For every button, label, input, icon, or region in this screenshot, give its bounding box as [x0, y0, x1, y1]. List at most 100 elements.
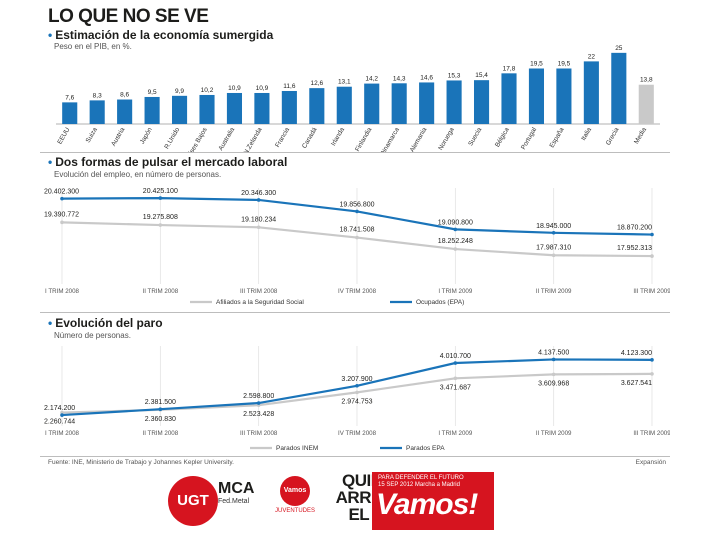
data-label: 20.402.300	[44, 189, 79, 196]
vamos-juventudes-logo: Vamos JUVENTUDES	[272, 476, 318, 526]
data-point	[158, 407, 163, 411]
infographic-title: LO QUE NO SE VE	[48, 6, 209, 27]
data-point	[355, 209, 359, 214]
category-label: Bélgica	[494, 126, 511, 148]
x-tick-label: II TRIM 2008	[143, 430, 179, 437]
data-point	[60, 196, 64, 201]
data-label: 18.870.200	[617, 225, 652, 232]
economia-sumergida-bar-chart: 7,6 EEUU 8,3 Suiza 8,6 Austria 9,5 Japón 9,9 R.Un…	[56, 45, 660, 152]
data-label: 18.252.248	[438, 238, 473, 245]
x-tick-label: IV TRIM 2008	[338, 288, 377, 295]
bar-value-label: 15,4	[475, 72, 488, 79]
bar-value-label: 9,5	[148, 89, 157, 96]
paro-line-chart: I TRIM 2008 II TRIM 2008 III TRIM 2008 IV T…	[44, 346, 670, 452]
bullet-icon: •	[48, 316, 53, 330]
bar-value-label: 13,1	[338, 79, 351, 86]
data-point	[551, 357, 556, 362]
bar-value-label: 22	[588, 53, 596, 60]
data-label: 17.952.313	[617, 245, 652, 252]
data-label: 17.987.310	[536, 244, 571, 251]
bar-value-label: 7,6	[65, 94, 74, 101]
bar	[364, 83, 380, 124]
bar-value-label: 8,3	[93, 92, 102, 99]
data-point	[256, 225, 261, 230]
data-point	[551, 372, 556, 377]
data-label: 3.609.968	[538, 380, 569, 387]
data-label: 2.260.744	[44, 419, 75, 426]
category-label: España	[549, 126, 566, 149]
category-label: Portugal	[520, 126, 538, 151]
data-label: 4.137.500	[538, 349, 569, 356]
bar	[89, 100, 105, 124]
bar-value-label: 19,5	[558, 61, 571, 68]
bar	[254, 92, 270, 124]
data-label: 19.275.808	[143, 214, 178, 221]
divider	[40, 152, 670, 153]
x-tick-label: II TRIM 2008	[143, 288, 179, 295]
bar	[226, 92, 243, 124]
category-label: Dinamarca	[379, 126, 401, 152]
bar-value-label: 14,2	[365, 76, 378, 83]
data-label: 3.207.900	[341, 376, 372, 383]
category-label: N.Zelanda	[243, 126, 264, 152]
category-label: Suecia	[467, 126, 483, 147]
bar	[611, 52, 627, 124]
bar	[199, 94, 215, 124]
bar	[336, 86, 352, 124]
data-point	[60, 413, 64, 417]
infographic: LO QUE NO SE VE • Estimación de la econom…	[40, 0, 670, 470]
vamos-small-text: JUVENTUDES	[274, 508, 315, 514]
divider	[40, 312, 670, 313]
vamos-banner-line: 15 SEP 2012 Marcha a Madrid	[378, 482, 460, 488]
data-point	[453, 361, 458, 365]
data-point	[453, 227, 458, 232]
bar	[583, 61, 599, 124]
mca-logo: MCA Fed.Metal	[218, 480, 268, 524]
category-label: Suiza	[85, 126, 99, 144]
data-label: 19.180.234	[241, 216, 276, 223]
bar	[473, 80, 490, 124]
mca-logo-name: MCA	[218, 480, 255, 497]
data-label: 2.523.428	[243, 411, 274, 418]
legend-label: Afiliados a la Seguridad Social	[216, 299, 304, 306]
vamos-banner: PARA DEFENDER EL FUTURO 15 SEP 2012 Marc…	[372, 472, 494, 530]
data-point	[256, 198, 261, 202]
section-1-title-text: Estimación de la economía sumergida	[55, 28, 274, 42]
bar	[501, 73, 517, 124]
data-point	[650, 358, 654, 362]
data-label: 19.390.772	[44, 211, 79, 218]
data-point	[158, 196, 163, 200]
bar	[446, 80, 462, 124]
bar	[528, 68, 545, 124]
category-label: Noruega	[437, 126, 456, 151]
category-label: Finlandia	[354, 126, 373, 152]
bar-value-label: 19,5	[530, 61, 543, 68]
category-label: Grecia	[605, 126, 621, 146]
x-tick-label: III TRIM 2009	[633, 288, 670, 295]
bar-value-label: 10,9	[256, 85, 269, 92]
x-tick-label: I TRIM 2008	[45, 288, 79, 295]
data-label: 20.346.300	[241, 190, 276, 197]
logo-strip: UGT MCA Fed.Metal Vamos JUVENTUDES QUIER…	[160, 468, 500, 534]
bar-value-label: 14,6	[420, 74, 433, 81]
bar-value-label: 25	[615, 45, 623, 52]
data-label: 20.425.100	[143, 188, 178, 195]
data-label: 2.381.500	[145, 399, 176, 406]
data-label: 3.471.687	[440, 384, 471, 391]
vamos-banner-top: PARA DEFENDER EL FUTURO 15 SEP 2012 Marc…	[378, 475, 464, 489]
ugt-logo: UGT	[168, 476, 218, 526]
data-label: 2.174.200	[44, 405, 75, 412]
section-3-subtitle: Número de personas.	[54, 331, 131, 340]
data-point	[60, 220, 64, 225]
category-label: R.Unido	[163, 126, 181, 150]
category-label: Países Bajos	[184, 126, 209, 152]
x-tick-label: IV TRIM 2008	[338, 430, 377, 437]
bar-value-label: 14,3	[393, 75, 406, 82]
data-label: 3.627.541	[621, 380, 652, 387]
data-point	[256, 401, 261, 405]
category-label: Francia	[274, 126, 291, 149]
credit-note: Expansión	[635, 459, 666, 466]
data-point	[355, 383, 359, 388]
category-label: Canadá	[301, 126, 319, 150]
section-1-title: • Estimación de la economía sumergida	[48, 28, 273, 42]
